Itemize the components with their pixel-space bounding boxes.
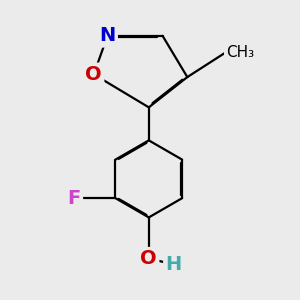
Text: CH₃: CH₃ [226, 45, 254, 60]
Text: N: N [99, 26, 116, 45]
Text: F: F [68, 189, 81, 208]
Text: H: H [165, 255, 182, 274]
Text: O: O [85, 65, 102, 84]
Text: O: O [140, 249, 157, 268]
